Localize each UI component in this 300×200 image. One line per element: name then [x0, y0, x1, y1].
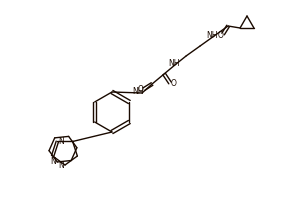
Text: O: O [137, 84, 143, 94]
Text: O: O [217, 30, 223, 40]
Text: N: N [58, 137, 64, 146]
Text: N: N [58, 160, 64, 170]
Text: NH: NH [168, 58, 180, 68]
Text: NH: NH [132, 88, 144, 97]
Text: NH: NH [206, 30, 218, 40]
Text: N: N [50, 157, 56, 166]
Text: O: O [170, 79, 176, 88]
